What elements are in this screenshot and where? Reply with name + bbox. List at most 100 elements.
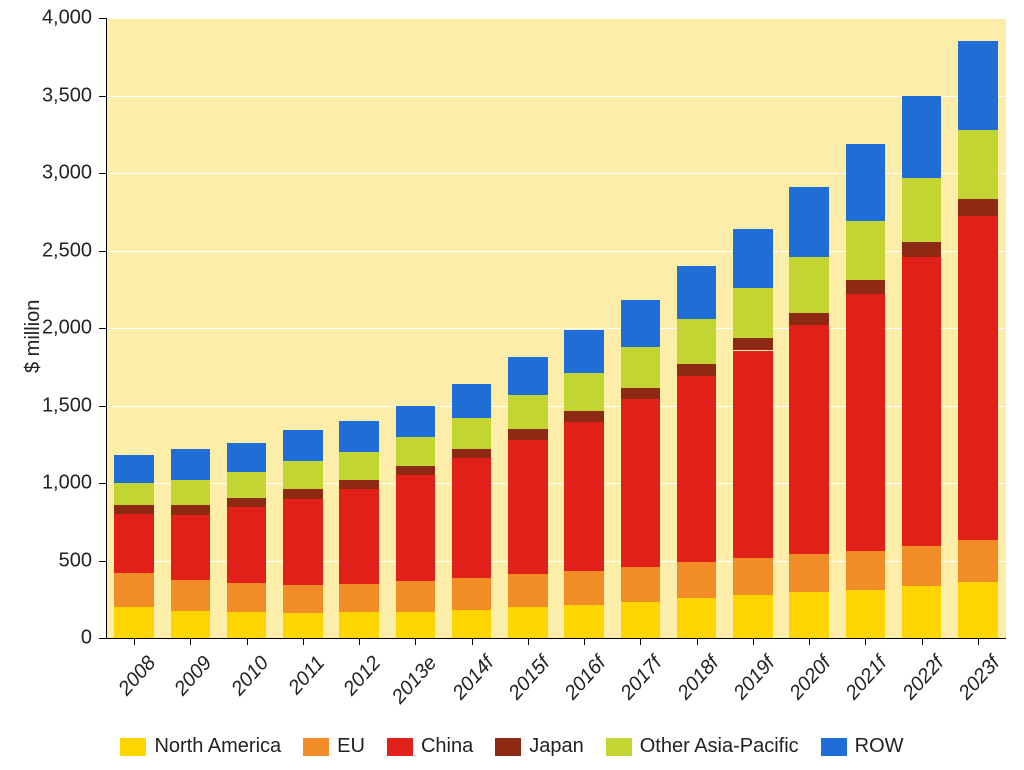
bar-segment-north_america <box>508 607 547 638</box>
bar-segment-other_ap <box>339 452 378 480</box>
bar-segment-other_ap <box>958 130 997 200</box>
bar-segment-north_america <box>902 586 941 638</box>
bar-segment-north_america <box>114 607 153 638</box>
bar-segment-japan <box>733 338 772 350</box>
x-tick-mark <box>528 638 529 645</box>
bar-segment-china <box>283 499 322 586</box>
bar-segment-north_america <box>339 612 378 638</box>
legend-swatch <box>387 738 413 756</box>
legend: North America EU China Japan Other Asia-Paci… <box>0 735 1024 758</box>
stacked-bar-chart: 05001,0001,5002,0002,5003,0003,5004,000 … <box>0 0 1024 770</box>
legend-item-eu: EU <box>303 735 365 758</box>
x-tick-mark <box>922 638 923 645</box>
bar-segment-row <box>958 41 997 129</box>
x-tick-mark <box>809 638 810 645</box>
bar-segment-north_america <box>396 612 435 638</box>
bar-segment-other_ap <box>902 178 941 242</box>
bar-segment-eu <box>339 584 378 613</box>
bar-segment-other_ap <box>508 395 547 429</box>
bar-segment-north_america <box>452 610 491 638</box>
bar-segment-china <box>621 399 660 566</box>
x-tick-mark <box>359 638 360 645</box>
bar-segment-eu <box>677 562 716 598</box>
y-tick-mark <box>99 173 106 174</box>
bar-segment-row <box>114 455 153 483</box>
bar-segment-other_ap <box>171 480 210 506</box>
bar-segment-eu <box>733 558 772 594</box>
legend-swatch <box>495 738 521 756</box>
bar-segment-japan <box>396 466 435 475</box>
legend-label: China <box>421 735 473 758</box>
bar-segment-eu <box>621 567 660 603</box>
x-tick-mark <box>865 638 866 645</box>
bar-segment-japan <box>958 199 997 216</box>
bars-layer <box>0 0 1024 770</box>
bar-segment-row <box>227 443 266 472</box>
x-tick-mark <box>978 638 979 645</box>
bar-segment-eu <box>564 571 603 606</box>
bar-segment-north_america <box>564 605 603 638</box>
legend-label: Other Asia-Pacific <box>640 735 799 758</box>
legend-item-other_ap: Other Asia-Pacific <box>606 735 799 758</box>
bar-segment-row <box>508 357 547 394</box>
x-tick-mark <box>247 638 248 645</box>
bar-segment-china <box>677 376 716 562</box>
y-tick-mark <box>99 328 106 329</box>
bar-segment-row <box>339 421 378 452</box>
bar-segment-north_america <box>789 592 828 638</box>
bar-segment-china <box>789 325 828 554</box>
bar-segment-eu <box>396 581 435 612</box>
bar-segment-row <box>171 449 210 480</box>
bar-segment-japan <box>902 242 941 258</box>
y-tick-mark <box>99 96 106 97</box>
bar-segment-other_ap <box>846 221 885 280</box>
x-tick-mark <box>415 638 416 645</box>
legend-swatch <box>120 738 146 756</box>
x-tick-mark <box>753 638 754 645</box>
legend-swatch <box>606 738 632 756</box>
legend-label: ROW <box>855 735 904 758</box>
y-tick-mark <box>99 18 106 19</box>
bar-segment-row <box>283 430 322 461</box>
legend-swatch <box>821 738 847 756</box>
bar-segment-china <box>171 515 210 580</box>
bar-segment-eu <box>789 554 828 592</box>
y-tick-mark <box>99 638 106 639</box>
bar-segment-row <box>846 144 885 222</box>
legend-item-row: ROW <box>821 735 904 758</box>
bar-segment-north_america <box>621 602 660 638</box>
y-tick-mark <box>99 483 106 484</box>
bar-segment-row <box>564 330 603 373</box>
bar-segment-eu <box>958 540 997 582</box>
bar-segment-japan <box>283 489 322 498</box>
bar-segment-china <box>733 351 772 559</box>
bar-segment-other_ap <box>621 347 660 389</box>
bar-segment-north_america <box>227 612 266 638</box>
bar-segment-row <box>452 384 491 418</box>
x-tick-mark <box>190 638 191 645</box>
bar-segment-china <box>227 507 266 583</box>
bar-segment-japan <box>508 429 547 440</box>
bar-segment-china <box>452 458 491 577</box>
bar-segment-eu <box>171 580 210 611</box>
bar-segment-other_ap <box>564 373 603 411</box>
bar-segment-japan <box>677 364 716 376</box>
bar-segment-other_ap <box>452 418 491 449</box>
bar-segment-japan <box>789 313 828 325</box>
legend-label: North America <box>154 735 281 758</box>
x-tick-mark <box>584 638 585 645</box>
legend-item-china: China <box>387 735 473 758</box>
bar-segment-china <box>396 475 435 580</box>
bar-segment-north_america <box>958 582 997 638</box>
bar-segment-china <box>508 440 547 575</box>
bar-segment-china <box>846 294 885 551</box>
bar-segment-japan <box>452 449 491 458</box>
legend-label: Japan <box>529 735 584 758</box>
bar-segment-japan <box>564 411 603 422</box>
x-tick-mark <box>472 638 473 645</box>
bar-segment-row <box>677 266 716 319</box>
bar-segment-eu <box>283 585 322 613</box>
bar-segment-japan <box>171 505 210 514</box>
bar-segment-other_ap <box>396 437 435 466</box>
legend-swatch <box>303 738 329 756</box>
